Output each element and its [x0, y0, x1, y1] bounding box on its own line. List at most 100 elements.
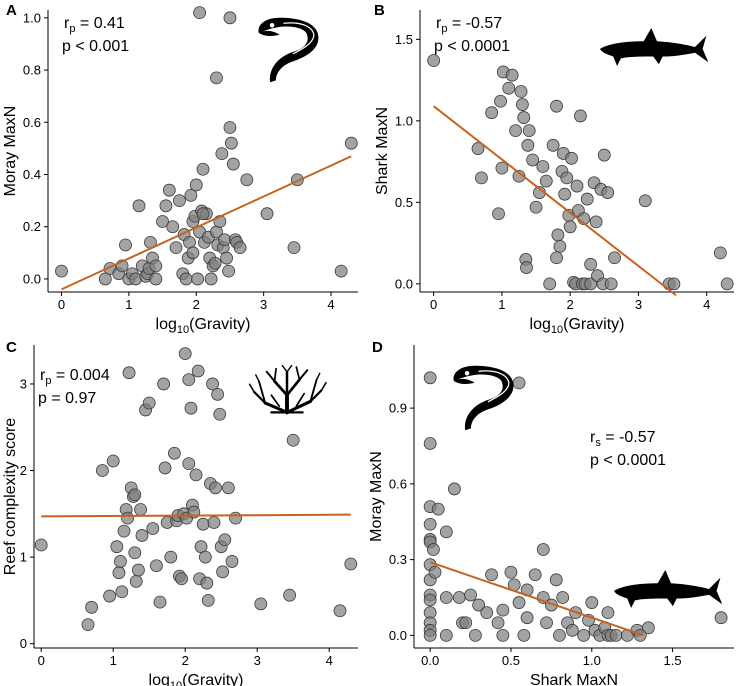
panel-d: 0.0 0.5 1.0 1.5 0.0 0.3 0.6 0.9 Shark MaxN Moray …	[368, 339, 734, 686]
data-point	[601, 186, 615, 199]
data-point	[495, 161, 509, 175]
coral-branch	[309, 378, 318, 403]
x-tick-label: 0.5	[502, 653, 520, 668]
data-point	[580, 192, 594, 206]
shark-body	[614, 570, 723, 608]
data-point	[448, 482, 461, 496]
data-point	[496, 628, 510, 642]
eel-fin-line	[478, 370, 510, 403]
y-tick-label: 0	[20, 636, 27, 651]
data-point	[667, 277, 681, 291]
data-point	[283, 588, 297, 602]
x-tick-label: 1	[110, 653, 117, 668]
data-point	[334, 264, 348, 278]
x-axis-label: log10(Gravity)	[156, 316, 251, 336]
stat-r: rs = -0.57	[590, 429, 656, 449]
data-point	[34, 538, 48, 552]
stat-r-value: = -0.57	[447, 15, 502, 32]
data-point	[134, 503, 147, 516]
data-point	[182, 373, 196, 387]
data-point	[540, 616, 553, 630]
eel-eye	[464, 371, 470, 376]
y-tick-label: 1	[20, 550, 27, 565]
data-point	[149, 259, 163, 273]
data-point	[528, 568, 542, 582]
data-point	[81, 618, 95, 632]
data-point	[509, 124, 522, 138]
data-point	[191, 364, 205, 378]
data-point	[209, 481, 222, 495]
stat-p: p < 0.0001	[434, 38, 510, 55]
y-tick-label: 0.9	[389, 401, 407, 416]
stat-r-sub: p	[441, 23, 447, 35]
data-point	[218, 233, 231, 247]
data-point	[491, 616, 505, 630]
shark-icon	[614, 570, 723, 608]
y-tick-label: 0.2	[23, 219, 41, 234]
stat-p: p = 0.97	[38, 390, 96, 407]
data-point	[287, 241, 301, 255]
data-point	[103, 589, 116, 603]
data-point	[115, 585, 129, 599]
data-point	[423, 628, 437, 642]
data-point	[196, 162, 210, 176]
x-tick-label: 3	[254, 653, 261, 668]
y-tick-label: 0.0	[389, 628, 407, 643]
data-point	[196, 517, 210, 531]
data-point	[492, 207, 505, 221]
x-axis-label-sub: 10	[177, 324, 189, 336]
data-point	[426, 543, 440, 556]
data-point	[153, 595, 167, 609]
data-point	[439, 591, 453, 604]
fit-line	[61, 155, 352, 291]
x-axis-label-tail: (Gravity)	[182, 672, 243, 686]
data-point	[157, 377, 171, 391]
data-point	[539, 174, 553, 188]
stat-r-sub: s	[595, 437, 601, 449]
data-point	[452, 591, 466, 604]
data-point	[515, 98, 529, 111]
x-tick-label: 1	[125, 297, 132, 312]
x-tick-label: 4	[326, 653, 333, 668]
data-point	[223, 11, 237, 25]
x-tick-label: 2	[193, 297, 200, 312]
x-tick-label: 3	[260, 297, 267, 312]
data-point	[584, 257, 598, 271]
data-point	[207, 516, 221, 529]
data-point	[496, 603, 510, 617]
data-point	[146, 522, 160, 535]
data-point	[638, 194, 652, 208]
moray-eel-icon	[258, 17, 319, 83]
data-point	[129, 574, 143, 588]
x-tick-label: 1.0	[583, 653, 601, 668]
data-point	[156, 215, 169, 228]
data-point	[485, 568, 498, 582]
eel-jaw	[258, 30, 280, 37]
data-point	[428, 565, 442, 579]
eel-fin-line	[283, 22, 315, 55]
coral-branch	[295, 392, 306, 407]
x-axis-label: Shark MaxN	[530, 672, 618, 686]
coral-branch	[281, 364, 288, 373]
shark-body	[600, 28, 709, 66]
x-tick-label: 3	[635, 297, 642, 312]
data-point	[529, 200, 543, 214]
eel-jaw	[453, 378, 475, 385]
data-point	[96, 464, 109, 477]
data-point	[159, 199, 173, 213]
data-point	[218, 533, 232, 547]
stat-r-base: r	[436, 15, 442, 32]
stat-r: rp = 0.41	[64, 15, 125, 35]
data-point	[206, 377, 219, 391]
data-point	[223, 121, 237, 134]
data-point	[475, 171, 488, 185]
data-point	[713, 246, 727, 260]
data-point	[131, 563, 145, 577]
data-point	[114, 555, 127, 568]
data-point	[472, 598, 486, 612]
y-tick-label: 1.5	[395, 32, 413, 47]
x-tick-label: 1	[498, 297, 505, 312]
coral-branch	[285, 378, 301, 397]
data-point	[522, 124, 536, 138]
